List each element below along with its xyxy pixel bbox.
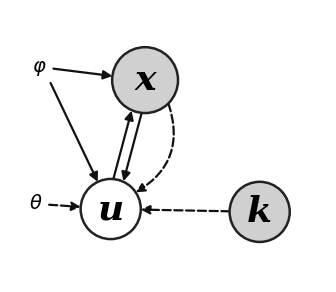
FancyArrowPatch shape <box>50 83 97 180</box>
FancyArrowPatch shape <box>122 113 141 179</box>
Circle shape <box>229 182 290 242</box>
FancyArrowPatch shape <box>49 203 78 210</box>
FancyArrowPatch shape <box>114 113 133 179</box>
Text: $\theta$: $\theta$ <box>30 194 43 213</box>
FancyArrowPatch shape <box>143 206 229 213</box>
FancyArrowPatch shape <box>138 103 174 191</box>
Text: u: u <box>97 192 124 226</box>
Text: $\varphi$: $\varphi$ <box>32 59 46 78</box>
Text: k: k <box>247 195 272 229</box>
Circle shape <box>112 47 178 113</box>
Circle shape <box>81 179 141 239</box>
Text: x: x <box>134 63 156 97</box>
FancyArrowPatch shape <box>53 69 110 79</box>
